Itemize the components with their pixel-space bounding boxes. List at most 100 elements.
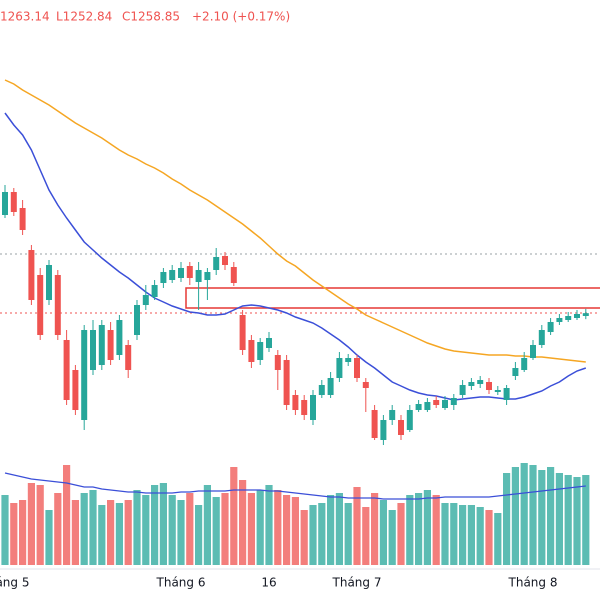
volume-bar bbox=[124, 500, 132, 565]
volume-bars bbox=[1, 463, 590, 565]
volume-bar bbox=[397, 503, 405, 565]
candle-body bbox=[195, 270, 202, 282]
candle-body bbox=[354, 358, 360, 378]
volume-bar bbox=[239, 480, 247, 565]
volume-bar bbox=[247, 493, 255, 565]
candle-body bbox=[424, 402, 431, 410]
volume-bar bbox=[555, 473, 563, 565]
candle-body bbox=[406, 410, 413, 430]
volume-bar bbox=[283, 495, 291, 565]
volume-bar bbox=[353, 487, 361, 565]
candle-body bbox=[547, 322, 554, 332]
volume-bar bbox=[89, 490, 97, 565]
volume-bar bbox=[63, 465, 71, 565]
candle-body bbox=[512, 368, 519, 376]
volume-bar bbox=[423, 490, 431, 565]
moving-average-line bbox=[4, 79, 586, 363]
volume-bar bbox=[274, 490, 282, 565]
volume-bar bbox=[476, 507, 484, 565]
volume-bar bbox=[71, 500, 79, 565]
moving-average-line bbox=[4, 112, 587, 401]
candle-body bbox=[37, 275, 44, 335]
candle-body bbox=[503, 388, 510, 400]
candle-body bbox=[213, 257, 220, 270]
candle-body bbox=[345, 358, 352, 362]
candle-body bbox=[230, 267, 237, 283]
volume-bar bbox=[344, 503, 352, 565]
volume-bar bbox=[379, 500, 387, 565]
volume-bar bbox=[432, 495, 440, 565]
volume-bar bbox=[573, 477, 581, 565]
volume-bar bbox=[98, 505, 106, 565]
candle-body bbox=[151, 285, 158, 297]
candle-body bbox=[257, 342, 264, 360]
volume-bar bbox=[529, 465, 537, 565]
volume-bar bbox=[300, 510, 308, 565]
volume-bar bbox=[547, 467, 555, 565]
candle-body bbox=[142, 295, 149, 305]
candle-body bbox=[556, 318, 563, 322]
candle-body bbox=[380, 420, 387, 440]
volume-bar bbox=[107, 500, 115, 565]
candle-body bbox=[72, 370, 79, 410]
candle-body bbox=[538, 330, 545, 345]
candle-body bbox=[248, 340, 255, 362]
volume-bar bbox=[151, 485, 159, 565]
candle-body bbox=[134, 305, 140, 335]
candle-body bbox=[239, 315, 246, 350]
candle-body bbox=[90, 330, 96, 370]
header-change: +2.10 (+0.17%) bbox=[192, 10, 290, 24]
candle-body bbox=[477, 380, 484, 384]
header-close: C1258.85 bbox=[122, 10, 180, 24]
candle-body bbox=[19, 208, 26, 230]
volume-bar bbox=[309, 505, 317, 565]
volume-bar bbox=[415, 493, 423, 565]
candle-body bbox=[565, 316, 572, 320]
candle-body bbox=[415, 404, 422, 410]
volume-bar bbox=[318, 503, 326, 565]
candle-body bbox=[301, 400, 308, 415]
volume-bar bbox=[459, 505, 467, 565]
header-low: L1252.84 bbox=[56, 10, 112, 24]
volume-bar bbox=[291, 497, 299, 565]
volume-bar bbox=[362, 507, 370, 565]
candle-body bbox=[46, 265, 52, 300]
x-tick-label: Tháng 5 bbox=[0, 576, 29, 590]
candle-body bbox=[486, 382, 492, 390]
candle-body bbox=[582, 313, 589, 316]
volume-bar bbox=[327, 495, 335, 565]
candle-body bbox=[204, 272, 211, 280]
candle-body bbox=[389, 410, 396, 420]
candle-body bbox=[116, 320, 123, 355]
volume-bar bbox=[511, 467, 519, 565]
candle-body bbox=[318, 385, 325, 395]
x-tick-label: Tháng 8 bbox=[508, 576, 558, 590]
candle-body bbox=[222, 256, 228, 265]
candle-body bbox=[494, 390, 501, 392]
volume-bar bbox=[467, 505, 475, 565]
candle-body bbox=[2, 192, 8, 215]
candle-body bbox=[274, 355, 281, 370]
volume-bar bbox=[27, 483, 35, 565]
volume-bar bbox=[1, 495, 9, 565]
volume-bar bbox=[19, 500, 27, 565]
candle-body bbox=[371, 410, 378, 438]
volume-bar bbox=[230, 467, 238, 565]
volume-bar bbox=[494, 513, 502, 565]
volume-bar bbox=[406, 495, 414, 565]
candle-body bbox=[178, 268, 184, 278]
volume-bar bbox=[45, 510, 53, 565]
volume-bar bbox=[54, 493, 62, 565]
candle-body bbox=[327, 378, 334, 395]
volume-bar bbox=[564, 475, 572, 565]
candle-body bbox=[310, 395, 316, 420]
candle-body bbox=[530, 345, 536, 358]
candle-body bbox=[283, 360, 290, 405]
zone-box bbox=[185, 287, 600, 309]
candle-body bbox=[98, 325, 105, 365]
volume-bar bbox=[485, 510, 493, 565]
candle-body bbox=[362, 382, 369, 388]
candle-body bbox=[107, 330, 114, 360]
